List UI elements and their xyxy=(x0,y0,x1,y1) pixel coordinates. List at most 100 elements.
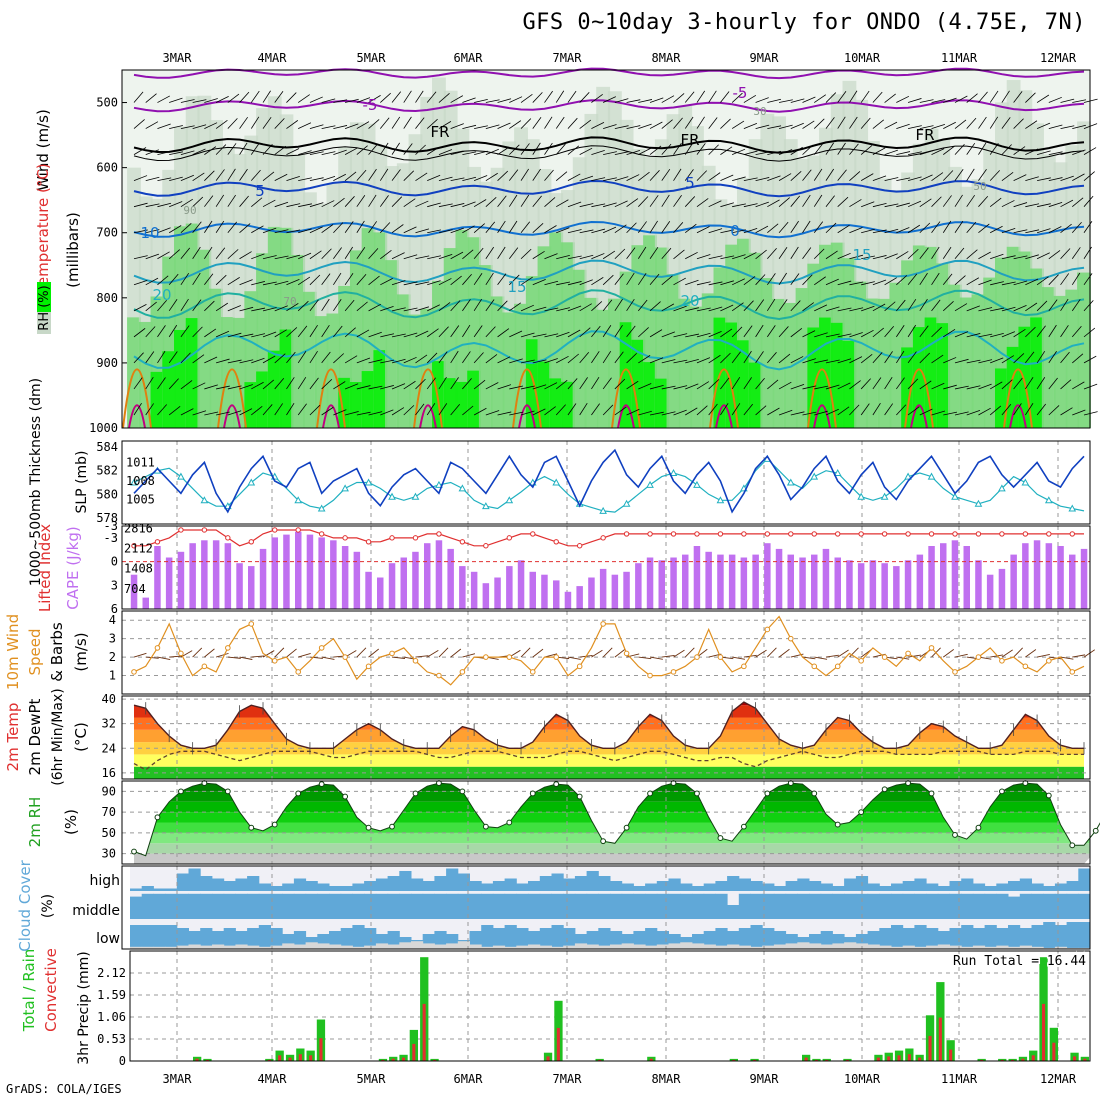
wind-barb xyxy=(614,273,624,286)
cape-bar xyxy=(517,560,525,609)
cloud-bar xyxy=(996,928,1009,949)
precip-convective-bar xyxy=(753,1059,757,1061)
isotherm-25 xyxy=(122,368,152,429)
rh-label: 50 xyxy=(973,180,986,193)
wind-barb xyxy=(579,92,590,103)
cloud-bar xyxy=(165,888,178,891)
wind-barb xyxy=(943,145,955,155)
wind-barb xyxy=(813,143,824,155)
wind-barb xyxy=(720,255,735,260)
rh-area-green xyxy=(596,309,611,428)
cloud-low-gap xyxy=(1031,946,1044,949)
isotherm-label: -5 xyxy=(363,96,378,114)
cloud-bar xyxy=(1019,893,1032,919)
wind-barb xyxy=(708,379,720,390)
wind-barb xyxy=(860,173,874,182)
wind-barb xyxy=(978,333,993,338)
wind-barb xyxy=(978,168,987,181)
wind-barb xyxy=(637,246,647,259)
wind-barb xyxy=(802,144,814,155)
precip-convective-bar xyxy=(556,1027,560,1061)
wind-barb xyxy=(403,143,413,155)
pressure-tick-label: 800 xyxy=(96,291,118,305)
wind-barb xyxy=(426,352,438,364)
cape-bar xyxy=(799,557,806,609)
wind-barb xyxy=(344,196,355,207)
li-point xyxy=(342,535,348,541)
wind-barb xyxy=(532,117,542,129)
cloud-bar xyxy=(165,893,178,919)
wind10m-barb xyxy=(204,648,215,658)
wind-barb xyxy=(450,203,465,208)
cloud-low-gap xyxy=(223,945,236,949)
wind10m-barb xyxy=(755,649,767,658)
cloud-bar xyxy=(1008,896,1021,919)
wind-barb xyxy=(1013,202,1028,208)
rh-area-bright xyxy=(443,378,458,428)
wind-barb xyxy=(544,307,559,312)
wind-barb xyxy=(954,411,969,416)
wind-barb xyxy=(684,223,697,234)
cape-bar xyxy=(341,546,349,609)
wind-barb xyxy=(391,280,406,286)
cloud-bar xyxy=(984,925,997,949)
precip-convective-bar xyxy=(949,1049,953,1061)
wind-barb xyxy=(333,325,343,338)
li-point xyxy=(1046,531,1052,537)
rh-area-green xyxy=(877,298,892,428)
cape-bar xyxy=(893,566,900,609)
precip-tick-label: 2.12 xyxy=(97,966,126,980)
cloud-bar xyxy=(1031,893,1044,919)
rh-area-green xyxy=(502,312,517,428)
li-tick-label: -3 xyxy=(104,519,118,533)
cloud-low-gap xyxy=(1078,947,1091,949)
cloud-bar xyxy=(492,893,506,919)
wind-barb xyxy=(661,119,673,129)
wind10m-point xyxy=(717,654,724,660)
wind-barb xyxy=(790,195,801,207)
isotherm-freezing-2 xyxy=(133,145,1085,162)
wind-barb xyxy=(274,403,283,416)
rh-area-bright xyxy=(842,340,857,428)
cloud-bar xyxy=(820,883,833,891)
wind-barb xyxy=(614,200,628,208)
wind-barb xyxy=(755,124,770,129)
cloud-low-gap xyxy=(235,944,248,949)
wind10m-barb xyxy=(896,656,910,660)
wind10m-barb xyxy=(825,654,839,658)
wind-barb xyxy=(415,172,428,181)
precip-convective-bar xyxy=(732,1059,736,1061)
wind-barb xyxy=(743,252,757,260)
wind-barb xyxy=(837,406,850,416)
wind-barb xyxy=(192,148,206,155)
wind-barb xyxy=(215,274,227,286)
wind-barb xyxy=(474,125,488,129)
wind-barb xyxy=(391,307,406,312)
cape-bar xyxy=(857,563,865,609)
wind-barb xyxy=(919,125,934,129)
cloud-bar xyxy=(762,893,775,919)
wind-barb xyxy=(966,385,981,390)
wind-barb xyxy=(731,278,745,286)
wind-barb xyxy=(556,227,570,234)
wind-barb xyxy=(743,403,754,416)
wind-barb xyxy=(708,117,718,129)
wind-barb xyxy=(532,223,544,234)
cloud-bar xyxy=(785,893,798,919)
wind-barb xyxy=(966,410,981,416)
cloud-bar xyxy=(176,873,189,891)
wind-barb xyxy=(591,93,603,103)
wind-barb xyxy=(274,201,289,208)
wind-barb xyxy=(626,408,640,416)
wind-barb xyxy=(896,95,910,103)
cape-bar xyxy=(822,548,830,609)
wind-barb xyxy=(204,273,214,286)
rh-area-green xyxy=(385,260,399,428)
wind-barb xyxy=(626,150,641,155)
wind-barb xyxy=(708,200,722,208)
wind-barb xyxy=(638,99,653,103)
wind-barb xyxy=(1060,407,1073,416)
wind-barb xyxy=(825,195,835,207)
wind-barb xyxy=(626,352,638,364)
wind-barb xyxy=(1001,306,1016,312)
